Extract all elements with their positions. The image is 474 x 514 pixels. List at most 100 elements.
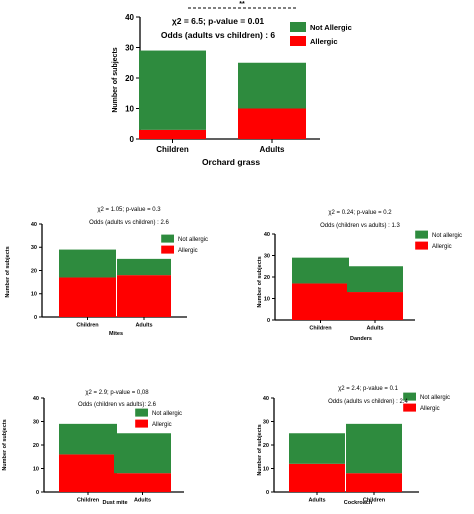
chart-title: Danders [350, 336, 372, 342]
stats-chi-square: χ2 = 0.24; p-value = 0.2 [328, 210, 392, 216]
y-tick-label: 10 [31, 292, 37, 298]
y-tick-label: 40 [125, 13, 134, 22]
y-tick-label: 20 [263, 443, 269, 449]
y-axis-label: Number of subjects [2, 419, 8, 470]
legend-swatch-allergic [403, 403, 416, 412]
y-tick-label: 10 [263, 466, 269, 472]
legend-swatch-allergic [415, 241, 428, 250]
y-axis-label: Number of subjects [5, 246, 11, 297]
stats-odds-ratio: Odds (children vs adults): 2.6 [78, 402, 157, 408]
y-tick-label: 10 [125, 104, 134, 113]
x-tick-label: Adults [134, 498, 151, 504]
y-tick-label: 20 [264, 275, 270, 281]
y-tick-label: 20 [125, 74, 134, 83]
bar-not-allergic-adults [289, 433, 345, 464]
stats-chi-square: χ2 = 6.5; p-value = 0.01 [172, 16, 265, 26]
bar-not-allergic-adults [347, 266, 403, 293]
y-tick-label: 40 [31, 222, 37, 228]
y-axis-label: Number of subjects [257, 256, 263, 307]
bar-not-allergic-children [346, 423, 402, 474]
legend-label-allergic: Allergic [310, 37, 338, 46]
bar-allergic-adults [117, 275, 171, 317]
y-tick-label: 40 [33, 396, 39, 402]
chart-panel-dust-mite: 0 10 20 30 40 Number of subjects Children Adult… [2, 390, 184, 506]
significance-stars: ** [239, 1, 245, 8]
chart-title: Orchard grass [202, 157, 260, 167]
y-tick-label: 40 [264, 232, 270, 238]
y-axis-label: Number of subjects [257, 424, 263, 475]
x-tick-label: Children [156, 145, 189, 154]
y-tick-label: 40 [263, 396, 269, 402]
stats-odds-ratio: Odds (adults vs children) : 6 [161, 30, 276, 40]
bar-not-allergic-children [139, 50, 206, 130]
legend-label-not-allergic: Not allergic [432, 233, 462, 239]
y-tick-label: 10 [264, 296, 270, 302]
stats-odds-ratio: Odds (adults vs children) : 2.6 [89, 220, 169, 226]
bar-not-allergic-children [292, 257, 349, 284]
chart-title: Mites [109, 331, 123, 337]
legend-label-allergic: Allergic [178, 248, 198, 254]
bar-allergic-children [292, 283, 349, 320]
y-tick-label: 30 [263, 419, 269, 425]
y-tick-label: 30 [264, 253, 270, 259]
stats-chi-square: χ2 = 2.4; p-value = 0.1 [338, 386, 399, 392]
bar-not-allergic-adults [117, 258, 171, 276]
legend-swatch-allergic [135, 419, 148, 428]
y-tick-label: 0 [267, 318, 270, 324]
bar-allergic-children [139, 129, 206, 139]
legend-swatch-allergic [290, 36, 306, 46]
bar-allergic-adults [238, 108, 306, 139]
chart-panel-cockroach: 0 10 20 30 40 Number of subjects Adults Childre… [257, 386, 450, 506]
bar-allergic-children [346, 473, 402, 492]
legend-label-not-allergic: Not allergic [152, 411, 182, 417]
legend-swatch-not-allergic [403, 392, 416, 401]
y-tick-label: 30 [125, 43, 134, 52]
y-tick-label: 30 [33, 419, 39, 425]
y-axis-label: Number of subjects [112, 47, 119, 112]
legend-label-allergic: Allergic [420, 406, 440, 412]
bar-allergic-children [59, 454, 117, 492]
bar-not-allergic-children [59, 249, 116, 278]
legend-label-not-allergic: Not allergic [420, 395, 450, 401]
bar-allergic-children [59, 277, 116, 317]
x-tick-label: Adults [135, 323, 152, 329]
chart-panel-mites: 0 10 20 30 40 Number of subjects Children Adult… [5, 207, 208, 337]
legend-label-not-allergic: Not allergic [178, 237, 208, 243]
x-tick-label: Adults [366, 326, 383, 332]
bar-not-allergic-adults [238, 62, 306, 109]
stats-odds-ratio: Odds (children vs adults) : 1.3 [320, 223, 400, 229]
y-tick-label: 20 [31, 268, 37, 274]
stats-odds-ratio: Odds (adults vs children) : 2.4 [328, 399, 408, 405]
y-tick-label: 20 [33, 443, 39, 449]
y-tick-label: 0 [130, 135, 135, 144]
legend-label-not-allergic: Not Allergic [310, 23, 352, 32]
bar-allergic-adults [347, 292, 403, 320]
x-tick-label: Adults [260, 145, 285, 154]
legend-label-allergic: Allergic [432, 244, 452, 250]
x-tick-label: Children [76, 323, 99, 329]
x-tick-label: Children [309, 326, 332, 332]
chart-panel-danders: 0 10 20 30 40 Number of subjects Children Adult… [257, 210, 462, 342]
stats-chi-square: χ2 = 1.05; p-value = 0.3 [97, 207, 161, 213]
y-tick-label: 0 [34, 315, 37, 321]
bar-allergic-adults [114, 473, 171, 492]
x-tick-label: Children [77, 498, 100, 504]
x-tick-label: Adults [308, 498, 325, 504]
legend-swatch-not-allergic [415, 230, 428, 239]
y-tick-label: 0 [266, 490, 269, 496]
y-tick-label: 30 [31, 245, 37, 251]
stats-chi-square: χ2 = 2.9; p-value = 0,08 [85, 390, 149, 396]
legend-swatch-not-allergic [290, 22, 306, 32]
bar-not-allergic-adults [114, 433, 171, 474]
bar-not-allergic-children [59, 423, 117, 455]
bar-allergic-adults [289, 463, 345, 492]
chart-title: Dust mite [102, 500, 127, 506]
chart-title: Cockroach [344, 500, 373, 506]
legend-swatch-allergic [161, 245, 174, 254]
x-tick-label: Children [363, 498, 386, 504]
legend-swatch-not-allergic [161, 234, 174, 243]
legend-label-allergic: Allergic [152, 422, 172, 428]
legend-swatch-not-allergic [135, 408, 148, 417]
y-tick-label: 10 [33, 466, 39, 472]
